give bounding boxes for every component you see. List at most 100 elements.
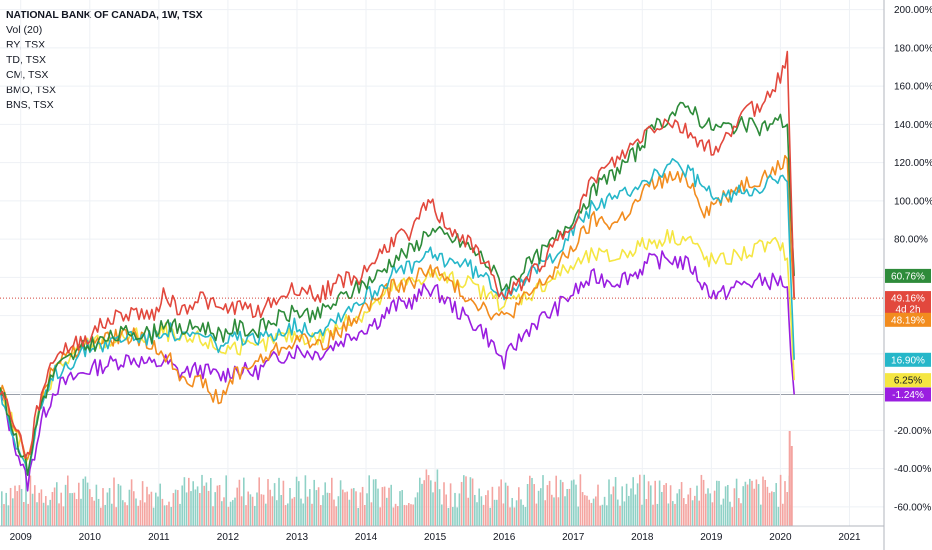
volume-bar — [790, 446, 793, 526]
volume-bar — [665, 483, 667, 526]
volume-bar — [757, 484, 760, 526]
volume-bar — [544, 500, 546, 526]
volume-bar — [542, 475, 544, 526]
volume-bar — [315, 490, 318, 526]
volume-bar — [342, 489, 344, 526]
volume-bar — [375, 479, 377, 526]
volume-bar — [412, 504, 414, 526]
volume-bar — [557, 497, 560, 526]
y-axis[interactable]: 200.00% 180.00% 160.00% 140.00% 120.00% 100.0… — [883, 0, 932, 550]
volume-bar — [157, 496, 159, 526]
volume-bar — [82, 478, 84, 526]
volume-bar — [71, 493, 73, 526]
volume-bar — [511, 497, 513, 526]
volume-bar — [124, 502, 126, 526]
volume-bar — [141, 481, 144, 526]
price-label-bg — [885, 291, 931, 306]
volume-bar — [298, 481, 300, 526]
volume-bar — [762, 476, 764, 526]
volume-bar — [161, 498, 164, 526]
volume-bar — [661, 491, 663, 526]
volume-bar — [465, 476, 467, 526]
volume-bar — [788, 431, 791, 526]
legend-item-bmo[interactable]: BMO, TSX — [6, 84, 56, 96]
volume-bar — [694, 495, 696, 526]
volume-bar — [496, 499, 498, 526]
volume-bar — [630, 488, 632, 526]
volume-bar — [713, 490, 716, 526]
volume-bar — [564, 496, 566, 526]
volume-bar — [183, 477, 186, 526]
series-line-td — [0, 158, 795, 476]
volume-bar — [159, 483, 161, 526]
volume-bar — [687, 494, 689, 526]
price-label: 49.16% — [891, 294, 925, 305]
y-tick-label: 80.00% — [894, 235, 928, 246]
volume-bar — [775, 483, 777, 526]
volume-bar — [744, 481, 747, 526]
volume-bar — [597, 484, 599, 526]
volume-bar — [130, 479, 133, 526]
volume-bar — [212, 506, 214, 526]
volume-bar — [291, 498, 293, 526]
volume-bar — [89, 489, 91, 526]
volume-bar — [689, 487, 692, 526]
volume-bar — [236, 487, 238, 526]
volume-bar — [256, 492, 258, 526]
volume-bar — [23, 502, 25, 526]
x-axis[interactable]: 2009 2010 2011 2012 2013 2014 2015 2016 2017 2018… — [0, 525, 884, 543]
volume-bar — [355, 491, 357, 526]
volume-bar — [676, 493, 678, 526]
volume-bar — [229, 501, 232, 526]
volume-bar — [254, 505, 256, 526]
volume-bar — [467, 497, 469, 526]
volume-bar — [729, 501, 731, 526]
volume-bar — [639, 474, 641, 526]
volume-bar — [42, 502, 45, 526]
volume-bar — [777, 506, 780, 526]
volume-bar — [273, 483, 276, 526]
volume-bar — [709, 493, 711, 526]
volume-bar — [64, 484, 67, 526]
volume-bar — [122, 500, 124, 526]
volume-bar — [60, 492, 62, 526]
volume-bar — [548, 480, 551, 526]
price-label: 60.76% — [891, 271, 925, 282]
volume-bar — [280, 495, 282, 526]
volume-bar — [427, 475, 430, 526]
price-label-bg — [885, 312, 931, 327]
volume-bar — [172, 493, 175, 526]
volume-bar — [559, 479, 562, 526]
volume-bar — [724, 486, 727, 526]
volume-bar — [177, 490, 179, 526]
volume-bar — [243, 477, 245, 526]
volume-bar — [493, 499, 496, 526]
volume-bar — [645, 499, 648, 526]
volume-bar — [696, 485, 698, 526]
price-label-bg — [885, 373, 931, 388]
volume-bar — [73, 492, 76, 526]
legend-item-cm[interactable]: CM, TSX — [6, 69, 49, 81]
volume-bar — [705, 493, 707, 526]
volume-bar — [421, 483, 423, 526]
volume-bar — [69, 493, 71, 526]
y-tick-label: 180.00% — [894, 43, 932, 54]
volume-bar — [399, 491, 401, 526]
volume-bar — [658, 480, 661, 526]
volume-bar — [786, 492, 788, 526]
volume-bar — [760, 504, 762, 526]
series-line-bmo — [0, 154, 795, 460]
volume-bar — [78, 482, 80, 526]
volume-bar — [524, 507, 527, 526]
legend-item-bns[interactable]: BNS, TSX — [6, 99, 54, 111]
volume-bar — [595, 496, 597, 526]
volume-bar — [419, 477, 421, 526]
legend-item-td[interactable]: TD, TSX — [6, 54, 47, 66]
volume-bar — [53, 487, 56, 526]
volume-bar — [361, 486, 364, 526]
legend-item-vol[interactable]: Vol (20) — [6, 24, 43, 36]
volume-bar — [588, 499, 590, 526]
volume-bar — [614, 477, 617, 526]
volume-bar — [491, 486, 494, 526]
